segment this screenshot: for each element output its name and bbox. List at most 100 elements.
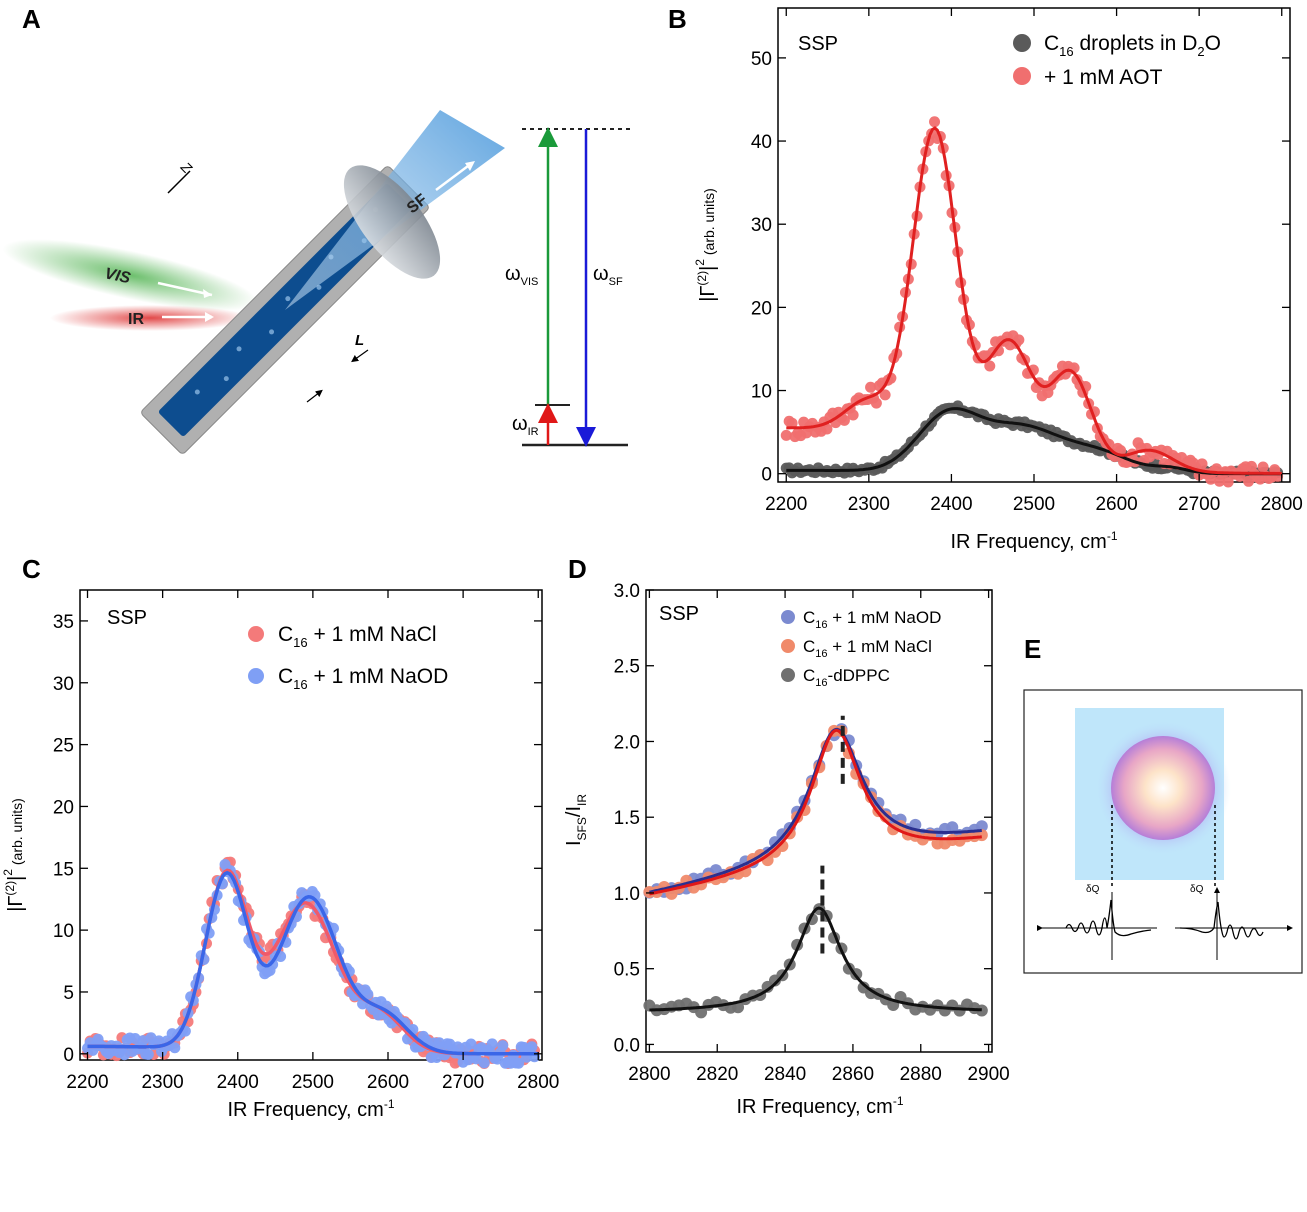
chart-c-xtick-label: 2600 <box>367 1072 409 1093</box>
chart-b-legend: C16 droplets in D2O + 1 mM AOT <box>1013 32 1221 89</box>
chart-d-ytick-label: 2.0 <box>614 732 640 753</box>
panel-label-b: B <box>668 4 687 34</box>
omega-sf-label: ω <box>593 263 609 285</box>
chart-b-legend-marker-1 <box>1013 67 1031 85</box>
chart-d-xtick-label: 2860 <box>832 1064 874 1085</box>
chart-b-ytick-label: 20 <box>751 298 772 319</box>
chart-b-series-1-point <box>929 116 941 128</box>
chart-b-xtick-label: 2700 <box>1178 494 1220 515</box>
chart-b-series-1-point <box>984 360 996 372</box>
chart-d-xtick-label: 2840 <box>764 1064 806 1085</box>
chart-b-xtick-label: 2800 <box>1261 494 1303 515</box>
chart-b-series-1-point <box>786 417 798 429</box>
chart-b-xtick-label: 2600 <box>1095 494 1137 515</box>
chart-d-series-0-point <box>946 821 959 834</box>
chart-c-ytick-label: 30 <box>53 674 74 695</box>
chart-d-legend-marker-2 <box>781 668 795 682</box>
vis-arrow <box>157 281 213 297</box>
svg-text:C16 + 1 mM NaOD: C16 + 1 mM NaOD <box>278 665 448 692</box>
chart-d-mode-label: SSP <box>659 603 699 625</box>
chart-c-xtick-label: 2200 <box>66 1072 108 1093</box>
chart-b-ylabel: |Γ(2)|2 (arb. units) <box>693 188 719 302</box>
chart-b-series-1-point <box>865 381 877 393</box>
chart-d-series-2-point <box>695 1006 708 1019</box>
panel-label-d: D <box>568 554 587 584</box>
chart-d-xtick-label: 2820 <box>696 1064 738 1085</box>
chart-d-ytick-label: 0.0 <box>614 1035 640 1056</box>
chart-c-ytick-label: 35 <box>53 612 74 633</box>
chart-c-legend-1-sub: 16 <box>293 677 307 692</box>
chart-c-legend-marker-1 <box>248 668 264 684</box>
chart-b-legend-1: + 1 mM AOT <box>1044 66 1163 89</box>
chart-d-xtick-label: 2900 <box>967 1064 1009 1085</box>
chart-d-xlabel: IR Frequency, cm-1 <box>736 1094 903 1118</box>
chart-b: B 2200 2300 2400 2500 2600 2700 2800 0 10 20 30 40 5… <box>668 4 1303 553</box>
chart-b-mode-label: SSP <box>798 33 838 55</box>
chart-c-legend-0-sub: 16 <box>293 635 307 650</box>
omega-vis-label: ω <box>505 263 521 285</box>
chart-d-legend: C16 + 1 mM NaOD C16 + 1 mM NaCl C16-dDPP… <box>781 608 941 689</box>
droplet <box>1111 736 1215 840</box>
chart-d-legend-marker-1 <box>781 639 795 653</box>
chart-c-series-1-point <box>267 959 279 971</box>
sf-arrow <box>435 162 473 191</box>
chart-d-xtick-label: 2800 <box>628 1064 670 1085</box>
chart-c-frame <box>79 589 543 1061</box>
chart-b-series-1-point <box>780 429 792 441</box>
chart-c-xtick-label: 2400 <box>217 1072 259 1093</box>
chart-c-series-1-point <box>486 1038 498 1050</box>
chart-c-legend-1-pre: C <box>278 665 293 688</box>
svg-text:C16-dDPPC: C16-dDPPC <box>803 666 890 689</box>
chart-b-legend-0-post2: O <box>1205 32 1221 55</box>
svg-text:ωVIS: ωVIS <box>505 263 538 288</box>
chart-c-ylabel: |Γ(2)|2 (arb. units) <box>1 798 27 912</box>
chart-c-series-1-point <box>513 1057 525 1069</box>
chart-d-series-1-fit-line <box>649 728 982 896</box>
chart-c-ytick-label: 0 <box>63 1045 74 1066</box>
chart-b-series-1-point <box>847 409 859 421</box>
chart-d-series-1-point <box>776 839 789 852</box>
chart-c-legend: C16 + 1 mM NaCl C16 + 1 mM NaOD <box>248 623 448 692</box>
chart-b-legend-marker-0 <box>1013 34 1031 52</box>
panel-label-e: E <box>1024 634 1041 664</box>
chart-b-ytick-label: 0 <box>761 465 772 486</box>
chart-c-ytick-label: 10 <box>53 921 74 942</box>
ir-beam <box>50 305 250 331</box>
chart-d-ytick-label: 1.0 <box>614 884 640 905</box>
chart-d-ytick-label: 0.5 <box>614 960 640 981</box>
chart-d-legend-marker-0 <box>781 610 795 624</box>
chart-c-xtick-label: 2300 <box>141 1072 183 1093</box>
svg-text:ωIR: ωIR <box>512 413 539 438</box>
l-label: L <box>355 332 364 349</box>
chart-d-series-2-fit-line <box>649 906 982 1012</box>
chart-b-ytick-label: 50 <box>751 49 772 70</box>
chart-b-ytick-label: 40 <box>751 132 772 153</box>
chart-b-xtick-label: 2300 <box>848 494 890 515</box>
wave-right <box>1179 901 1264 940</box>
svg-text:C16 + 1 mM NaCl: C16 + 1 mM NaCl <box>278 623 437 650</box>
chart-d-frame <box>645 589 993 1053</box>
omega-vis-sub: VIS <box>521 276 539 288</box>
vis-label: VIS <box>103 265 132 287</box>
chart-c-series-1-point <box>526 1041 538 1053</box>
lens <box>343 165 441 279</box>
chart-d-ytick-label: 1.5 <box>614 808 640 829</box>
chart-c-xtick-label: 2700 <box>442 1072 484 1093</box>
chart-c-legend-1-post: + 1 mM NaOD <box>308 665 449 688</box>
vis-beam <box>2 239 258 311</box>
energy-diagram: ωVIS ωSF ωIR <box>505 127 632 447</box>
chart-d-series-0-fit-line <box>649 727 982 894</box>
chart-c-xlabel: IR Frequency, cm-1 <box>227 1097 394 1121</box>
chart-c-legend-marker-0 <box>248 626 264 642</box>
chart-b-series-1-point <box>1222 476 1234 488</box>
svg-text:ωSF: ωSF <box>593 263 623 288</box>
panel-e: E δQ δQ <box>1023 634 1303 974</box>
panel-a: A VIS IR SF Z L <box>2 4 632 454</box>
svg-text:C16 droplets in D2O: C16 droplets in D2O <box>1044 32 1221 59</box>
svg-text:C16 + 1 mM NaCl: C16 + 1 mM NaCl <box>803 637 932 660</box>
chart-b-legend-0-sub: 16 <box>1059 44 1073 59</box>
chart-c-series-1-point <box>465 1038 477 1050</box>
chart-b-series-1-point <box>870 397 882 409</box>
chart-c-ytick-label: 5 <box>63 983 74 1004</box>
